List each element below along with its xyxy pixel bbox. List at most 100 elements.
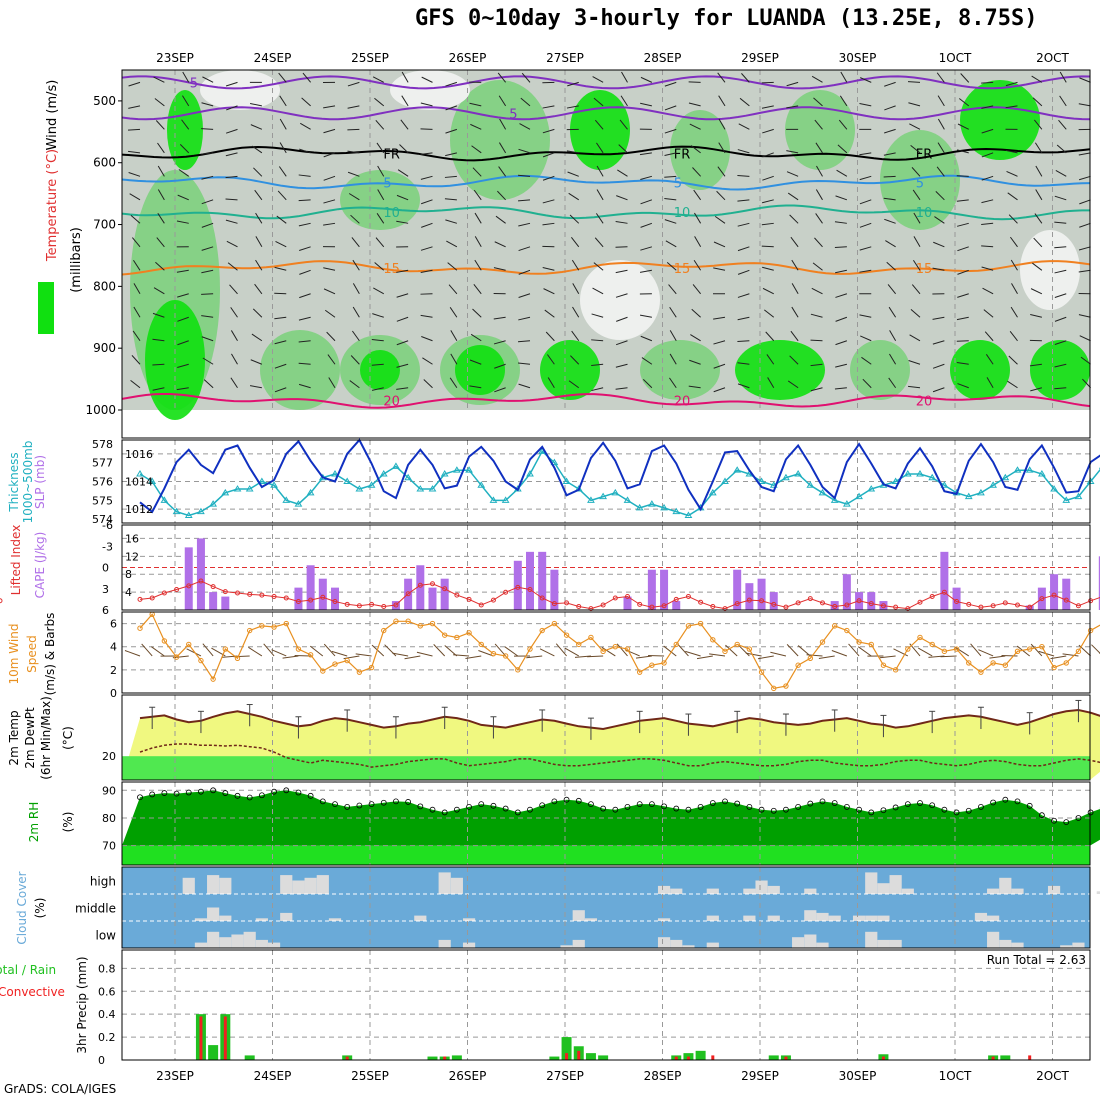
wind-speed-point: [198, 657, 204, 664]
wind-barb-10m: [677, 643, 689, 657]
wind-barb: [450, 353, 458, 365]
lifted-index-point: [454, 592, 460, 598]
wind-barb-10m: [635, 655, 652, 659]
wind-barb: [786, 105, 799, 109]
thickness-point: [830, 496, 839, 503]
run-total-label: Run Total = 2.63: [987, 953, 1086, 967]
lifted-index-point: [893, 604, 899, 610]
wind-barb: [834, 221, 847, 224]
slp-axis-label: SLP (mb): [33, 455, 47, 509]
rh-point: [234, 792, 241, 799]
day-label-top: 1OCT: [939, 51, 972, 65]
wind-barb: [815, 189, 823, 201]
wind-barb: [299, 246, 311, 251]
isotherm-label: FR: [383, 147, 400, 162]
wind-barb-10m: [564, 647, 579, 657]
lifted-tick-label: 0: [102, 562, 109, 575]
wind-barb: [664, 105, 677, 111]
cloud-low-bar: [560, 945, 573, 948]
wind-barb: [444, 198, 457, 201]
wind-barb-10m: [737, 644, 750, 657]
wind-barb: [473, 189, 482, 201]
wind-barb: [956, 175, 969, 177]
wind-speed-point: [210, 676, 216, 682]
rh-point: [978, 804, 984, 810]
wind-barb: [518, 316, 531, 321]
wind-barb: [422, 357, 433, 365]
wind-barb: [981, 152, 994, 158]
wind-barb: [347, 105, 360, 109]
rh-point: [258, 792, 265, 799]
rh-point: [210, 787, 217, 794]
rh-point: [368, 801, 375, 808]
wind-barb-10m: [263, 643, 275, 657]
rh-contour-area: [950, 340, 1010, 400]
wind-barb: [1032, 97, 1043, 107]
wind-barb: [884, 128, 896, 134]
precip-convective-bar: [674, 1056, 678, 1060]
wind-barb: [495, 215, 506, 224]
wind-barb: [616, 316, 628, 322]
wind-barb: [690, 145, 701, 154]
wind-speed-point: [161, 638, 168, 644]
wind-barb: [202, 76, 214, 83]
wind-barb: [937, 142, 945, 154]
wind-barb: [934, 216, 945, 224]
wind-barb: [569, 214, 580, 224]
wind-barb: [639, 152, 652, 156]
cloud-low-bar: [219, 937, 232, 948]
cloud-middle-bar: [219, 915, 232, 921]
cape-bar: [769, 592, 778, 610]
precip-convective-bar: [443, 1056, 447, 1060]
lifted-index-point: [149, 595, 155, 601]
wind-barb: [642, 378, 653, 389]
upper-air-frame: [121, 69, 1091, 439]
wind-barb: [592, 287, 604, 295]
wind-barb: [815, 213, 823, 224]
wind-barb-10m: [989, 655, 1006, 659]
wind-barb: [542, 222, 555, 226]
thickness-point: [355, 485, 364, 492]
wind-barb-10m: [555, 643, 567, 657]
rh2m-unit-label: (%): [61, 812, 75, 833]
precip-total-bar: [768, 1055, 779, 1060]
wind-speed-point: [697, 620, 704, 627]
rh-point: [783, 806, 789, 813]
wind-speed-point: [368, 664, 375, 671]
cloud-low-bar: [1060, 945, 1073, 948]
wind-barb: [420, 152, 433, 155]
wind-barb: [201, 246, 214, 251]
wind-barb: [591, 339, 604, 342]
lifted-tick-label: 6: [102, 604, 109, 617]
wind-speed-point: [807, 655, 814, 661]
cloud-middle-bar: [255, 918, 268, 921]
wind-barb: [639, 314, 652, 318]
wind-barb: [641, 357, 653, 365]
cape-bar: [294, 587, 303, 610]
wind-barb: [421, 76, 433, 83]
slp-tick-label: 1014: [125, 476, 153, 489]
cloud-high-bar: [657, 885, 671, 894]
precip-convective-bar: [784, 1056, 788, 1060]
rh-point: [198, 788, 204, 795]
precip-total-bar: [427, 1056, 438, 1060]
lifted-index-point: [832, 603, 838, 609]
isotherm-label: 5: [916, 177, 924, 192]
lifted-index-point: [515, 584, 521, 590]
cape-bar: [306, 565, 315, 610]
lifted-index-point: [1063, 597, 1069, 603]
wind-barb: [473, 284, 482, 295]
wind-barb: [542, 267, 555, 271]
wind-speed-point: [527, 646, 533, 652]
lifted-index-point: [966, 601, 972, 607]
wind-barb: [884, 105, 896, 111]
lifted-index-point: [564, 600, 570, 606]
cloud-high-bar: [755, 880, 768, 894]
wind-barb: [1030, 387, 1043, 392]
rh-point: [441, 809, 448, 816]
day-label-top: 30SEP: [839, 51, 877, 65]
cloud-low-bar: [865, 931, 878, 948]
slp-tick-label: 1012: [125, 503, 153, 516]
wind-barb: [570, 237, 580, 248]
wind-barb: [910, 309, 921, 318]
